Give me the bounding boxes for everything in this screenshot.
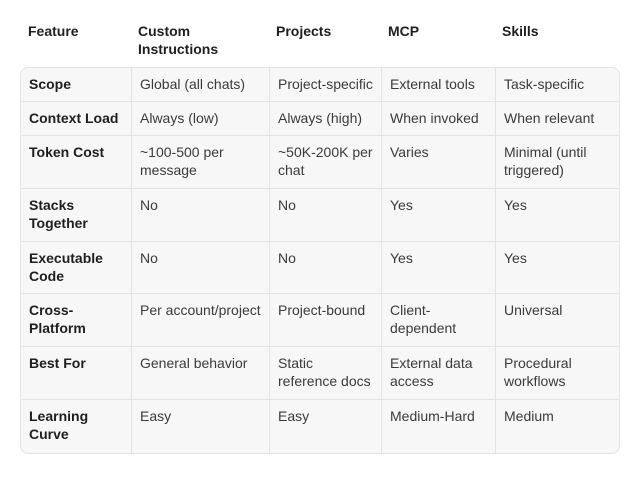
table-row: Context Load Always (low) Always (high) … <box>21 102 619 136</box>
cell-custom: ~100-500 per message <box>131 136 269 188</box>
cell-mcp: Yes <box>381 189 495 241</box>
row-label: Scope <box>29 76 72 92</box>
cell-mcp: External data access <box>381 347 495 399</box>
header-custom-instructions: Custom Instructions <box>138 23 219 57</box>
table-header: Feature Custom Instructions Projects MCP… <box>20 16 620 66</box>
cell-skills: When relevant <box>495 102 619 135</box>
table-row: Scope Global (all chats) Project-specifi… <box>21 68 619 102</box>
cell-projects: Project-bound <box>269 294 381 346</box>
cell-skills: Procedural workflows <box>495 347 619 399</box>
cell-projects: Project-specific <box>269 68 381 101</box>
cell-custom: Global (all chats) <box>131 68 269 101</box>
table-body: Scope Global (all chats) Project-specifi… <box>20 67 620 454</box>
row-label: Context Load <box>29 110 119 126</box>
cell-skills: Universal <box>495 294 619 346</box>
cell-projects: ~50K-200K per chat <box>269 136 381 188</box>
cell-custom: General behavior <box>131 347 269 399</box>
cell-custom: Always (low) <box>131 102 269 135</box>
table-row: Learning Curve Easy Easy Medium-Hard Med… <box>21 400 619 453</box>
header-feature: Feature <box>28 23 79 39</box>
table-row: Executable Code No No Yes Yes <box>21 242 619 294</box>
cell-custom: No <box>131 242 269 293</box>
table-row: Token Cost ~100-500 per message ~50K-200… <box>21 136 619 189</box>
cell-custom: No <box>131 189 269 241</box>
table-row: Cross-Platform Per account/project Proje… <box>21 294 619 347</box>
table-row: Stacks Together No No Yes Yes <box>21 189 619 242</box>
row-label: Cross-Platform <box>29 302 86 336</box>
cell-custom: Per account/project <box>131 294 269 346</box>
cell-skills: Yes <box>495 242 619 293</box>
row-label: Best For <box>29 355 86 371</box>
cell-projects: Easy <box>269 400 381 453</box>
cell-projects: No <box>269 189 381 241</box>
cell-skills: Medium <box>495 400 619 453</box>
row-label: Executable Code <box>29 250 103 284</box>
header-mcp: MCP <box>388 23 420 39</box>
cell-mcp: When invoked <box>381 102 495 135</box>
cell-mcp: External tools <box>381 68 495 101</box>
cell-skills: Task-specific <box>495 68 619 101</box>
cell-projects: Always (high) <box>269 102 381 135</box>
cell-skills: Minimal (until triggered) <box>495 136 619 188</box>
cell-mcp: Varies <box>381 136 495 188</box>
cell-mcp: Client-dependent <box>381 294 495 346</box>
cell-mcp: Yes <box>381 242 495 293</box>
cell-custom: Easy <box>131 400 269 453</box>
cell-skills: Yes <box>495 189 619 241</box>
cell-projects: Static reference docs <box>269 347 381 399</box>
header-projects: Projects <box>276 23 332 39</box>
row-label: Learning Curve <box>29 408 89 442</box>
cell-projects: No <box>269 242 381 293</box>
row-label: Stacks Together <box>29 197 88 231</box>
row-label: Token Cost <box>29 144 105 160</box>
header-skills: Skills <box>502 23 539 39</box>
table-row: Best For General behavior Static referen… <box>21 347 619 400</box>
cell-mcp: Medium-Hard <box>381 400 495 453</box>
